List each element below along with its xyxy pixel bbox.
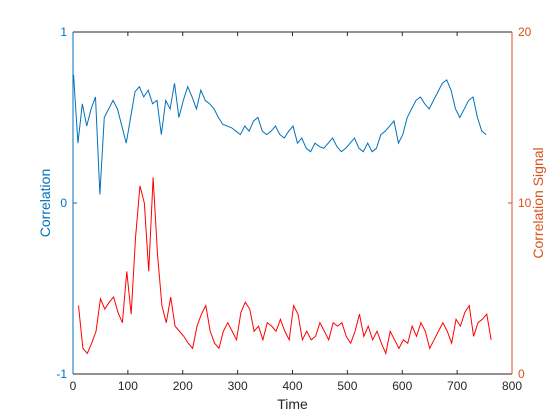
x-axis-label: Time [277,396,308,412]
x-tick-label: 400 [282,379,302,393]
x-tick-label: 700 [447,379,467,393]
x-tick-label: 200 [173,379,193,393]
x-tick-label: 500 [337,379,357,393]
x-tick-label: 100 [118,379,138,393]
x-tick-label: 600 [392,379,412,393]
x-ticks-group: 0 100 200 300 400 500 600 700 800 [70,32,522,393]
right-y-tick-label: 20 [518,25,532,39]
right-y-tick-label: 10 [518,196,532,210]
left-y-axis-label: Correlation [37,169,53,237]
correlation-series-line [73,74,487,195]
correlation-signal-series-line [77,177,492,356]
x-tick-label: 300 [228,379,248,393]
x-tick-label: 0 [70,379,77,393]
right-y-axis-label: Correlation Signal [530,147,546,258]
right-y-tick-label: 0 [518,367,525,381]
left-y-tick-label: 0 [60,196,67,210]
x-tick-label: 800 [502,379,522,393]
left-y-tick-label: 1 [60,25,67,39]
left-y-tick-label: -1 [56,367,67,381]
